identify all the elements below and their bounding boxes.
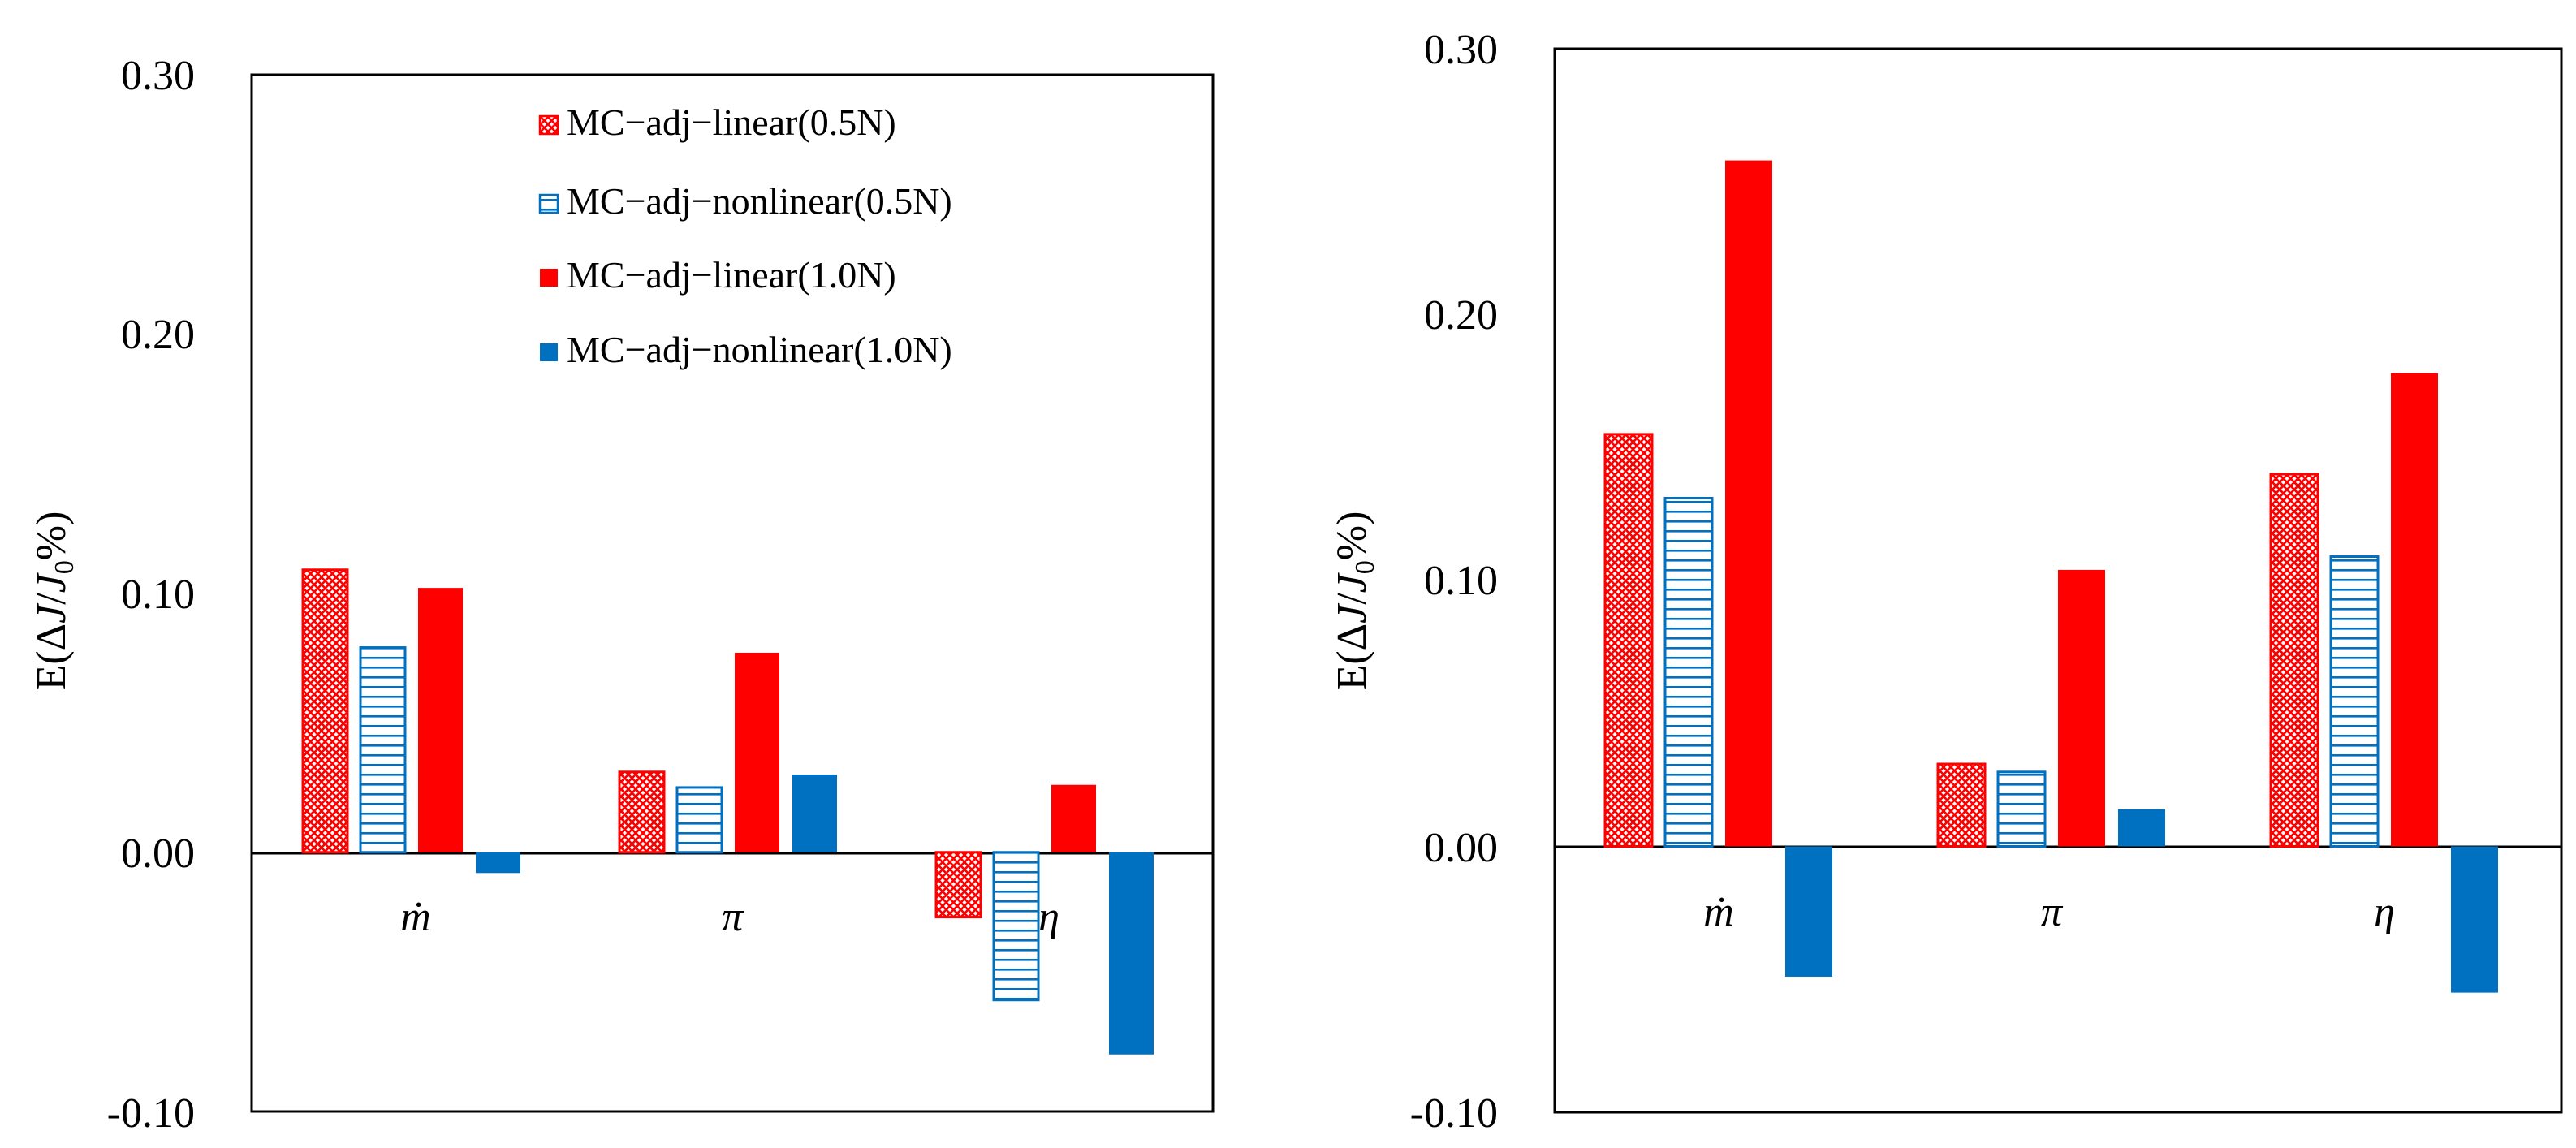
legend-swatch [540, 269, 558, 287]
y-tick-label: 0.30 [1424, 27, 1498, 73]
bar-pi-nonlinear-05 [1996, 770, 2047, 848]
bar-eta-linear-05 [2269, 473, 2319, 848]
y-tick-label: -0.10 [1410, 1090, 1498, 1137]
legend-swatch [538, 114, 559, 136]
bar-eta-linear-10 [2391, 373, 2438, 847]
bar-eta-nonlinear-10 [1109, 852, 1154, 1055]
bar-m-linear-05 [301, 568, 349, 854]
bars-right [1603, 160, 2498, 993]
bar-eta-nonlinear-05 [992, 851, 1040, 1002]
bar-eta-linear-05 [934, 851, 982, 919]
bar-pi-linear-10 [735, 652, 779, 852]
legend-swatch [540, 343, 558, 361]
plot-frame [250, 73, 1215, 1113]
bar-m-nonlinear-10 [476, 852, 520, 874]
legend-label: MC−adj−linear(1.0N) [567, 254, 896, 296]
chart-left: 0.30 0.20 0.10 0.00 -0.10 E(ΔJ/J0%) ṁ π … [28, 53, 1215, 1137]
category-label-eta: η [1038, 894, 1059, 940]
y-tick-label: 0.20 [121, 312, 195, 358]
y-tick-label: 0.00 [121, 831, 195, 877]
y-tick-label: -0.10 [107, 1090, 195, 1137]
category-label-pi: π [2041, 889, 2064, 935]
category-label-pi: π [722, 894, 744, 940]
y-axis-label: E(ΔJ/J0%) [1329, 511, 1380, 691]
bar-pi-nonlinear-10 [2118, 809, 2165, 847]
y-tick-label: 0.20 [1424, 292, 1498, 339]
bar-pi-linear-10 [2058, 569, 2105, 847]
y-tick-label: 0.30 [121, 53, 195, 99]
plot-frame [1553, 47, 2563, 1114]
legend-label: MC−adj−nonlinear(0.5N) [567, 180, 952, 222]
bar-m-nonlinear-05 [1663, 496, 1714, 848]
legend-swatch [538, 193, 559, 214]
chart-right: 0.30 0.20 0.10 0.00 -0.10 E(ΔJ/J0%) ṁ π … [1329, 27, 2563, 1137]
bars-left [301, 568, 1154, 1055]
bar-m-linear-10 [418, 588, 463, 852]
legend: MC−adj−linear(0.5N) MC−adj−nonlinear(0.5… [538, 101, 952, 370]
y-tick-label: 0.10 [121, 572, 195, 618]
y-axis-label: E(ΔJ/J0%) [28, 511, 80, 691]
bar-pi-nonlinear-10 [792, 774, 837, 852]
bar-m-linear-10 [1725, 160, 1772, 847]
y-tick-label: 0.00 [1424, 825, 1498, 871]
bar-eta-nonlinear-10 [2451, 846, 2498, 993]
bar-m-nonlinear-05 [359, 646, 407, 854]
legend-label: MC−adj−linear(0.5N) [567, 101, 896, 143]
bar-pi-linear-05 [1936, 762, 1987, 848]
y-tick-label: 0.10 [1424, 558, 1498, 604]
bar-eta-linear-10 [1051, 784, 1096, 852]
bar-m-nonlinear-10 [1785, 846, 1832, 977]
category-label-m: ṁ [1703, 889, 1734, 935]
category-label-m: ṁ [400, 894, 431, 940]
legend-label: MC−adj−nonlinear(1.0N) [567, 329, 952, 370]
bar-m-linear-05 [1603, 433, 1654, 848]
bar-eta-nonlinear-05 [2329, 555, 2380, 848]
bar-pi-linear-05 [618, 770, 666, 854]
category-label-eta: η [2374, 889, 2395, 935]
bar-pi-nonlinear-05 [675, 786, 723, 854]
